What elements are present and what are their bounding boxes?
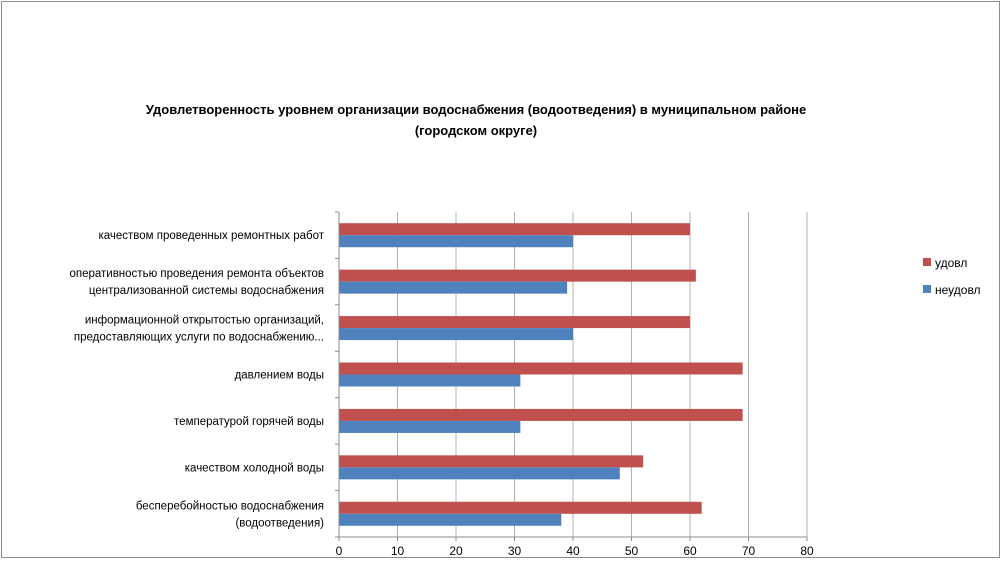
category-label: бесперебойностью водоснабжения [136, 500, 324, 512]
category-label: информационной открытостью организаций, [85, 315, 324, 327]
bar-удовл [339, 455, 644, 468]
chart-title: Удовлетворенность уровнем организации во… [146, 102, 807, 138]
bar-удовл [339, 408, 743, 421]
legend-label-неудовл: неудовл [935, 283, 981, 297]
x-tick-label: 80 [800, 544, 814, 558]
bar-неудовл [339, 281, 568, 294]
bar-удовл [339, 316, 690, 329]
bar-неудовл [339, 467, 620, 480]
bar-неудовл [339, 328, 573, 341]
category-label: качеством холодной воды [185, 462, 324, 474]
bar-удовл [339, 269, 696, 282]
category-label: (водоотведения) [235, 517, 324, 529]
x-tick-label: 40 [566, 544, 580, 558]
chart-title-line-2: (городском округе) [415, 123, 537, 138]
legend-swatch-удовл [923, 258, 931, 266]
chart-title-line-1: Удовлетворенность уровнем организации во… [146, 102, 807, 117]
legend: удовл неудовл [923, 256, 981, 297]
category-label: качеством проведенных ремонтных работ [98, 230, 324, 242]
category-label: давлением воды [235, 370, 324, 382]
legend-label-удовл: удовл [935, 256, 967, 270]
legend-swatch-неудовл [923, 285, 931, 293]
x-tick-label: 70 [742, 544, 756, 558]
x-tick-label: 50 [625, 544, 639, 558]
axes [335, 211, 808, 541]
category-label: оперативностью проведения ремонта объект… [69, 268, 324, 280]
bar-неудовл [339, 513, 562, 526]
x-tick-label: 0 [336, 544, 343, 558]
category-labels: качеством проведенных ремонтных работ опе… [69, 230, 324, 529]
bar-удовл [339, 223, 690, 236]
bar-неудовл [339, 235, 573, 248]
category-label: предоставляющих услуги по водоснабжению.… [74, 332, 324, 344]
x-tick-label: 10 [391, 544, 405, 558]
bar-удовл [339, 501, 702, 514]
x-tick-labels: 0 10 20 30 40 50 60 70 80 [336, 544, 814, 558]
category-label: температурой горячей воды [174, 416, 324, 428]
bar-удовл [339, 362, 743, 375]
x-tick-label: 60 [683, 544, 697, 558]
x-tick-label: 30 [508, 544, 522, 558]
bars [339, 223, 743, 526]
bar-неудовл [339, 374, 521, 387]
category-label: централизованной системы водоснабжения [89, 285, 324, 297]
x-tick-label: 20 [449, 544, 463, 558]
bar-неудовл [339, 420, 521, 433]
